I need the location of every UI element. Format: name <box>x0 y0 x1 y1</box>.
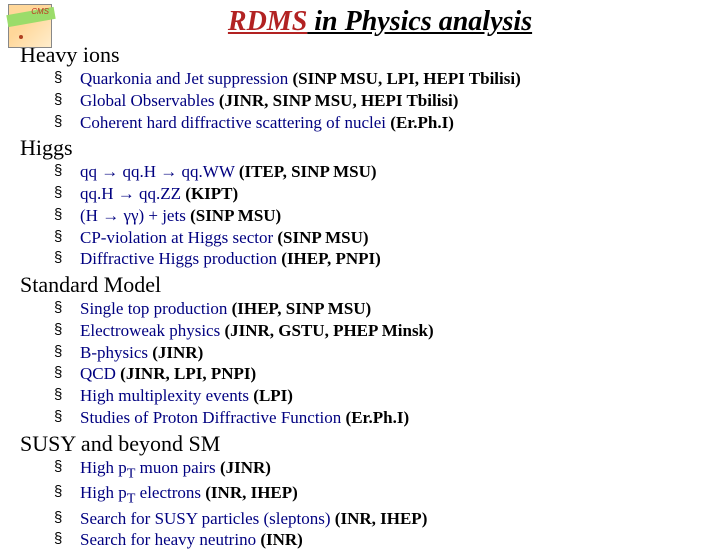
item-institutes: (INR, IHEP) <box>335 509 428 528</box>
list-item: Search for SUSY particles (sleptons) (IN… <box>54 508 700 530</box>
logo-text: CMS <box>31 7 49 16</box>
list-item: QCD (JINR, LPI, PNPI) <box>54 363 700 385</box>
list-item: qq.H → qq.ZZ (KIPT) <box>54 183 700 205</box>
list-item: Search for heavy neutrino (INR) <box>54 529 700 551</box>
list-item: Single top production (IHEP, SINP MSU) <box>54 298 700 320</box>
item-text: Search for SUSY particles (sleptons) <box>80 509 335 528</box>
list-item: (H → γγ) + jets (SINP MSU) <box>54 205 700 227</box>
item-text: High p <box>80 458 127 477</box>
section-list: Single top production (IHEP, SINP MSU)El… <box>54 298 700 429</box>
section-list: qq → qq.H → qq.WW (ITEP, SINP MSU)qq.H →… <box>54 161 700 270</box>
title-accent: RDMS <box>228 6 307 37</box>
item-institutes: (SINP MSU) <box>277 228 368 247</box>
page-title: RDMS in Physics analysis <box>40 0 720 38</box>
section-head: Heavy ions <box>20 42 700 68</box>
section-head: Higgs <box>20 135 700 161</box>
item-text: Coherent hard diffractive scattering of … <box>80 113 390 132</box>
item-institutes: (JINR) <box>220 458 271 477</box>
list-item: Coherent hard diffractive scattering of … <box>54 112 700 134</box>
item-institutes: (JINR) <box>152 343 203 362</box>
item-text: muon pairs <box>135 458 220 477</box>
cms-logo: CMS <box>8 4 52 48</box>
item-institutes: (IHEP, SINP MSU) <box>232 299 372 318</box>
item-institutes: (Er.Ph.I) <box>346 408 410 427</box>
item-institutes: (IHEP, PNPI) <box>281 249 381 268</box>
item-text: High multiplexity events <box>80 386 253 405</box>
item-text: Quarkonia and Jet suppression <box>80 69 292 88</box>
item-institutes: (KIPT) <box>185 184 238 203</box>
item-text: electrons <box>135 483 205 502</box>
list-item: B-physics (JINR) <box>54 342 700 364</box>
item-institutes: (INR, IHEP) <box>205 483 298 502</box>
item-institutes: (Er.Ph.I) <box>390 113 454 132</box>
item-text: qq.H → qq.ZZ <box>80 184 185 203</box>
list-item: Global Observables (JINR, SINP MSU, HEPI… <box>54 90 700 112</box>
item-text: Global Observables <box>80 91 219 110</box>
list-item: High multiplexity events (LPI) <box>54 385 700 407</box>
list-item: Studies of Proton Diffractive Function (… <box>54 407 700 429</box>
section-list: High pT muon pairs (JINR)High pT electro… <box>54 457 700 551</box>
list-item: High pT muon pairs (JINR) <box>54 457 700 483</box>
item-text: High p <box>80 483 127 502</box>
item-institutes: (LPI) <box>253 386 293 405</box>
title-rest: in Physics analysis <box>307 6 532 37</box>
item-institutes: (ITEP, SINP MSU) <box>239 162 377 181</box>
item-institutes: (SINP MSU, LPI, HEPI Tbilisi) <box>292 69 520 88</box>
list-item: Electroweak physics (JINR, GSTU, PHEP Mi… <box>54 320 700 342</box>
list-item: Quarkonia and Jet suppression (SINP MSU,… <box>54 68 700 90</box>
item-institutes: (JINR, LPI, PNPI) <box>120 364 256 383</box>
list-item: Diffractive Higgs production (IHEP, PNPI… <box>54 248 700 270</box>
item-text: Diffractive Higgs production <box>80 249 281 268</box>
list-item: CP-violation at Higgs sector (SINP MSU) <box>54 227 700 249</box>
item-text: QCD <box>80 364 120 383</box>
item-text: (H → γγ) + jets <box>80 206 190 225</box>
section-head: Standard Model <box>20 272 700 298</box>
item-institutes: (JINR, SINP MSU, HEPI Tbilisi) <box>219 91 459 110</box>
list-item: qq → qq.H → qq.WW (ITEP, SINP MSU) <box>54 161 700 183</box>
section-list: Quarkonia and Jet suppression (SINP MSU,… <box>54 68 700 133</box>
item-text: Studies of Proton Diffractive Function <box>80 408 346 427</box>
content-area: Heavy ionsQuarkonia and Jet suppression … <box>0 38 720 551</box>
item-text: Electroweak physics <box>80 321 224 340</box>
item-text: qq → qq.H → qq.WW <box>80 162 239 181</box>
item-text: CP-violation at Higgs sector <box>80 228 277 247</box>
item-text: B-physics <box>80 343 152 362</box>
item-institutes: (JINR, GSTU, PHEP Minsk) <box>224 321 433 340</box>
item-institutes: (SINP MSU) <box>190 206 281 225</box>
item-text: Single top production <box>80 299 232 318</box>
section-head: SUSY and beyond SM <box>20 431 700 457</box>
list-item: High pT electrons (INR, IHEP) <box>54 482 700 508</box>
